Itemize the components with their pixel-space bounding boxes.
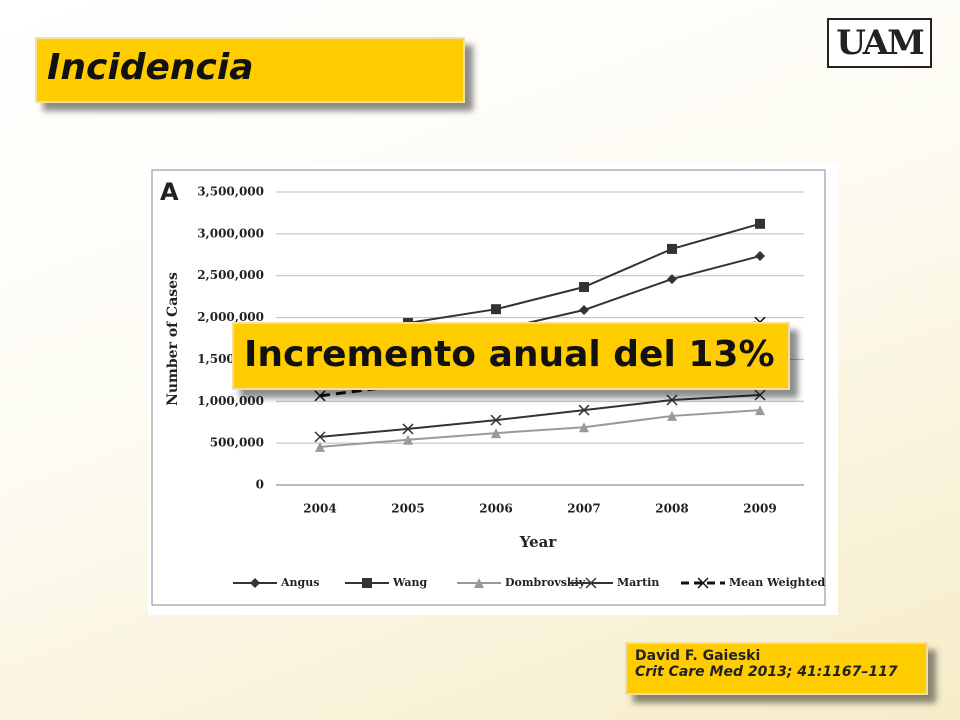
marker xyxy=(667,274,677,285)
marker xyxy=(578,404,590,416)
x-tick-label: 2006 xyxy=(479,502,512,516)
marker xyxy=(755,405,765,416)
legend-label: Mean Weighted xyxy=(729,576,826,589)
marker xyxy=(403,434,413,445)
y-tick-label: 2,000,000 xyxy=(197,310,264,324)
marker xyxy=(250,578,260,588)
marker xyxy=(474,578,484,588)
slide-title: Incidencia xyxy=(35,37,465,103)
y-tick-label: 0 xyxy=(256,478,264,492)
y-tick-label: 1,000,000 xyxy=(197,394,264,408)
marker xyxy=(314,431,326,443)
x-tick-label: 2009 xyxy=(743,502,776,516)
marker xyxy=(579,305,589,316)
citation: David F. Gaieski Crit Care Med 2013; 41:… xyxy=(625,642,928,695)
y-tick-label: 2,500,000 xyxy=(197,268,264,282)
marker xyxy=(490,414,502,426)
x-tick-label: 2008 xyxy=(655,502,688,516)
y-axis-label: Number of Cases xyxy=(165,272,181,406)
legend-label: Dombrovskiy xyxy=(505,576,586,589)
legend-label: Angus xyxy=(280,576,319,589)
marker xyxy=(579,282,589,293)
marker xyxy=(402,423,414,435)
marker xyxy=(666,394,678,406)
series-line xyxy=(319,394,761,438)
marker xyxy=(697,577,709,589)
marker xyxy=(755,251,765,262)
y-tick-label: 3,500,000 xyxy=(197,185,264,199)
callout: Incremento anual del 13% xyxy=(232,322,790,390)
series-line xyxy=(319,409,761,448)
y-tick-label: 500,000 xyxy=(210,436,264,450)
panel-label: A xyxy=(160,178,179,206)
marker xyxy=(667,243,677,254)
x-tick-label: 2007 xyxy=(567,502,600,516)
citation-author: David F. Gaieski xyxy=(635,648,761,664)
legend-label: Wang xyxy=(392,576,428,589)
marker xyxy=(667,410,677,421)
x-tick-label: 2004 xyxy=(303,502,336,516)
x-axis-label: Year xyxy=(519,533,558,551)
marker xyxy=(755,218,765,229)
marker xyxy=(362,578,372,588)
x-tick-label: 2005 xyxy=(391,502,424,516)
marker xyxy=(315,441,325,452)
marker xyxy=(585,577,597,589)
marker xyxy=(314,390,326,402)
legend-label: Martin xyxy=(617,576,659,589)
series xyxy=(315,405,765,452)
marker xyxy=(491,304,501,315)
chart-frame xyxy=(151,169,826,606)
citation-reference: Crit Care Med 2013; 41:1167–117 xyxy=(635,664,898,680)
marker xyxy=(579,422,589,433)
series xyxy=(314,389,766,443)
y-tick-label: 3,000,000 xyxy=(197,226,264,240)
marker xyxy=(754,389,766,401)
marker xyxy=(491,428,501,439)
logo: UAM xyxy=(827,18,932,68)
